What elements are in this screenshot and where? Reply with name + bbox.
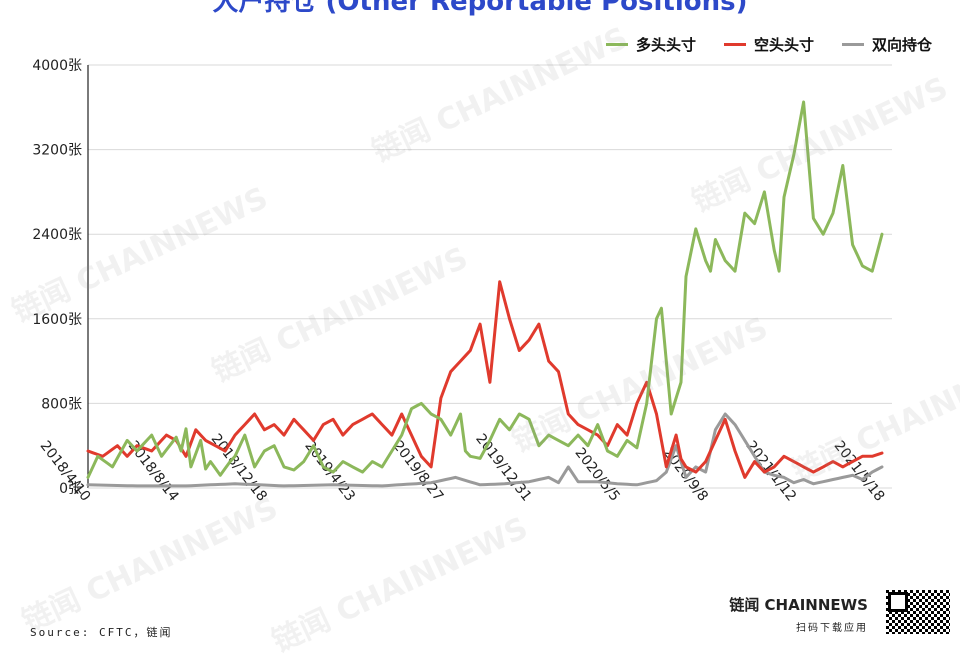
legend-label-long: 多头头寸 <box>635 36 696 54</box>
x-tick-label: 2018/12/18 <box>208 431 270 504</box>
legend-label-short: 空头头寸 <box>753 36 814 54</box>
brand-tagline: 扫码下载应用 <box>796 623 868 634</box>
legend-swatch-spread <box>841 43 864 46</box>
y-tick-label: 800张 <box>41 396 82 412</box>
legend-label-spread: 双向持仓 <box>871 36 932 54</box>
y-tick-label: 3200张 <box>32 143 82 159</box>
legend-item-spread: 双向持仓 <box>841 34 932 55</box>
legend-swatch-long <box>605 43 628 46</box>
y-tick-label: 1600张 <box>32 312 82 328</box>
legend: 多头头寸 空头头寸 双向持仓 <box>605 34 932 55</box>
x-tick-label: 2021/5/18 <box>831 438 888 504</box>
legend-swatch-short <box>723 43 746 46</box>
qr-code-icon[interactable] <box>886 590 950 634</box>
legend-item-long: 多头头寸 <box>605 34 696 55</box>
brand-block: 链闻 CHAINNEWS 扫码下载应用 <box>729 594 868 634</box>
x-tick-label: 2019/12/31 <box>472 431 534 504</box>
y-tick-label: 0张 <box>59 481 82 497</box>
y-tick-label: 4000张 <box>32 58 82 74</box>
series-line-long <box>86 100 884 479</box>
source-note: Source: CFTC，链闻 <box>30 626 173 639</box>
series-line-spread <box>86 412 884 488</box>
brand-name: 链闻 CHAINNEWS <box>729 596 868 614</box>
series-line-short <box>86 280 884 479</box>
legend-item-short: 空头头寸 <box>723 34 814 55</box>
y-tick-label: 2400张 <box>32 227 82 243</box>
chart-title: 大户持仓 (Other Reportable Positions) <box>212 0 748 17</box>
